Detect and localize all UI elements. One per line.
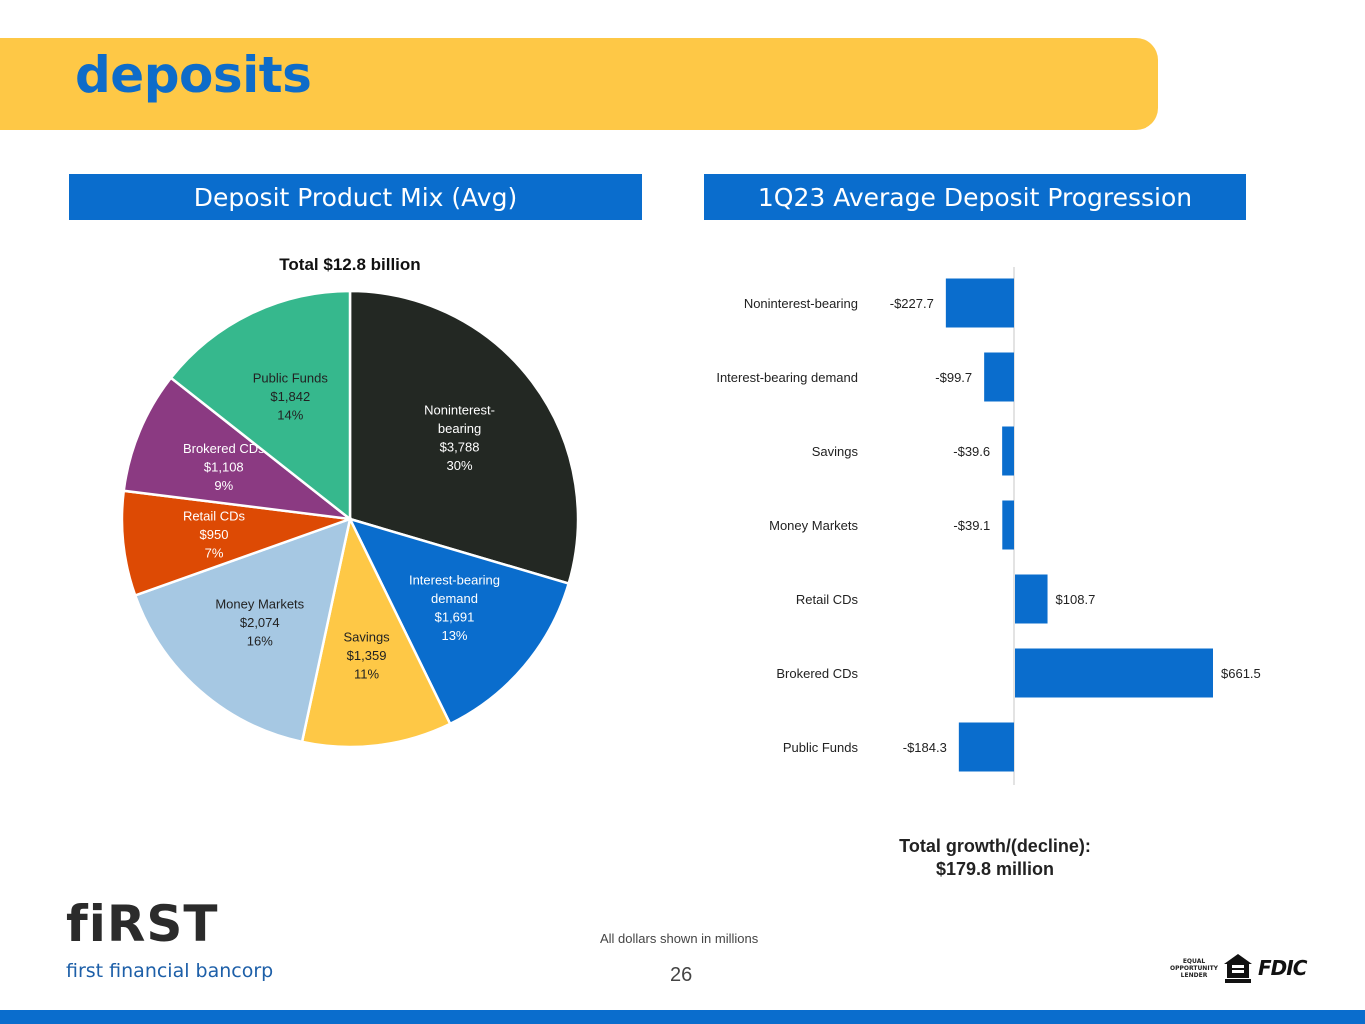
pie-slice-brokered-cds (122, 376, 355, 521)
bar-category-retail-cds: Retail CDs (796, 592, 859, 607)
pie-label-line: $1,359 (347, 648, 387, 663)
bar-value-brokered-cds: $661.5 (1221, 666, 1261, 681)
pie-label-line: $950 (200, 527, 229, 542)
pie-label-line: demand (431, 591, 478, 606)
pie-label-line: 30% (447, 458, 473, 473)
pie-label-noninterest-bearing: Noninterest-bearing $3,788 30% (424, 402, 495, 473)
bar-money-markets (1002, 500, 1014, 550)
pie-label-line: 11% (354, 666, 379, 681)
pie-label-retail-cds: Retail CDs $950 7% (183, 508, 246, 560)
pie-slice-noninterest-bearing (348, 289, 580, 586)
bar-category-noninterest-bearing: Noninterest-bearing (744, 296, 858, 311)
pie-slice-retail-cds (120, 489, 351, 598)
pie-label-money-markets: Money Markets $2,074 16% (215, 596, 304, 648)
pie-label-brokered-cds: Brokered CDs $1,108 9% (183, 441, 265, 493)
bar-value-savings: -$39.6 (953, 444, 990, 459)
pie-label-line: 9% (214, 478, 233, 493)
bar-value-money-markets: -$39.1 (953, 518, 990, 533)
pie-label-line: Savings (343, 629, 390, 644)
fdic-logo: FDIC (1258, 956, 1307, 980)
pie-label-savings: Savings $1,359 11% (343, 629, 390, 681)
pie-label-line: 14% (277, 407, 303, 422)
bar-section-header: 1Q23 Average Deposit Progression (704, 174, 1246, 220)
total-growth-value: $179.8 million (935, 859, 1055, 879)
total-growth-note: Total growth/(decline): $179.8 million (845, 835, 1145, 881)
pie-label-line: Retail CDs (183, 508, 246, 523)
bar-noninterest-bearing (945, 278, 1014, 328)
page-title: deposits (75, 46, 312, 104)
pie-label-line: Public Funds (253, 370, 329, 385)
bar-public-funds (958, 722, 1014, 772)
equal-housing-icon (1224, 954, 1253, 983)
pie-title: Total $12.8 billion (279, 255, 420, 274)
pie-label-interest-bearing-demand: Interest-bearing demand $1,691 13% (409, 573, 500, 644)
pie-label-line: $1,842 (270, 389, 310, 404)
pie-label-line: 13% (441, 628, 467, 643)
title-band (0, 38, 1158, 130)
bar-category-brokered-cds: Brokered CDs (776, 666, 858, 681)
page-number: 26 (670, 964, 693, 986)
bar-value-noninterest-bearing: -$227.7 (890, 296, 934, 311)
bottom-bar (0, 1010, 1365, 1024)
pie-label-line: $2,074 (240, 615, 280, 630)
total-growth-label: Total growth/(decline): (899, 836, 1091, 856)
pie-slice-public-funds (169, 289, 352, 522)
pie-label-line: 7% (205, 545, 224, 560)
bar-value-interest-bearing-demand: -$99.7 (935, 370, 972, 385)
bar-category-money-markets: Money Markets (769, 518, 858, 533)
pie-label-public-funds: Public Funds $1,842 14% (253, 370, 329, 422)
bar-category-public-funds: Public Funds (783, 740, 859, 755)
pie-label-line: $1,108 (204, 459, 244, 474)
pie-label-line: 16% (247, 633, 273, 648)
footnote: All dollars shown in millions (600, 931, 759, 946)
regulatory-badges: EQUAL OPPORTUNITY LENDER FDIC (1170, 952, 1307, 984)
pie-label-line: Noninterest- (424, 402, 495, 417)
company-logo: fiRST first financial bancorp (66, 898, 273, 982)
bar-retail-cds (1015, 574, 1048, 624)
bar-category-savings: Savings (812, 444, 859, 459)
logo-wordmark: fiRST (66, 895, 219, 953)
pie-label-line: $3,788 (440, 439, 480, 454)
pie-slice-savings (300, 515, 452, 749)
bar-chart: Noninterest-bearing -$227.7 Interest-beari… (716, 267, 1261, 785)
pie-label-line: $1,691 (435, 610, 475, 625)
pie-label-line: Interest-bearing (409, 573, 500, 588)
pie-label-line: Money Markets (215, 596, 304, 611)
pie-label-line: Brokered CDs (183, 441, 265, 456)
bar-savings (1002, 426, 1014, 476)
bar-brokered-cds (1015, 648, 1213, 698)
pie-slice-interest-bearing-demand (347, 516, 571, 726)
bar-interest-bearing-demand (984, 352, 1014, 402)
bar-value-retail-cds: $108.7 (1056, 592, 1096, 607)
logo-subtitle: first financial bancorp (66, 960, 274, 982)
pie-slice-money-markets (133, 517, 352, 744)
pie-section-header: Deposit Product Mix (Avg) (69, 174, 642, 220)
bar-category-interest-bearing-demand: Interest-bearing demand (716, 370, 858, 385)
pie-chart: Total $12.8 billion Noninterest-bearing $3… (120, 255, 580, 749)
bar-value-public-funds: -$184.3 (903, 740, 947, 755)
equal-opportunity-text: EQUAL OPPORTUNITY LENDER (1170, 957, 1219, 979)
pie-label-line: bearing (438, 421, 481, 436)
